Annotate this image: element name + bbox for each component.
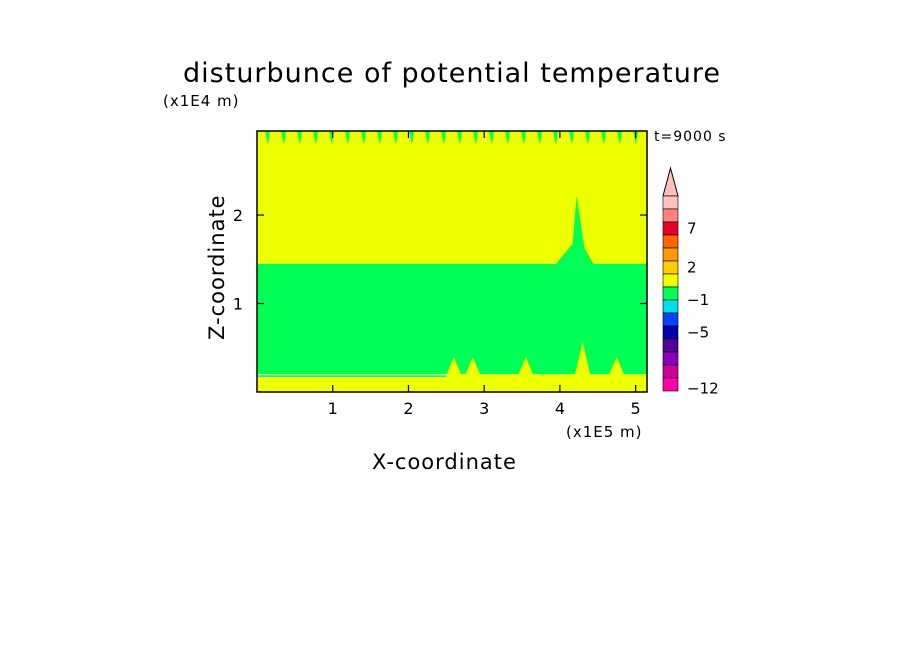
wave-streak xyxy=(617,131,622,145)
wave-streak xyxy=(265,131,270,145)
wave-streak xyxy=(377,131,382,145)
colorbar-arrow xyxy=(662,166,679,197)
wave-streak xyxy=(313,131,318,145)
colorbar-label: −12 xyxy=(687,379,719,397)
plot-axes: 1 2 3 4 5 1 2 xyxy=(233,130,648,418)
x-axis-label: X-coordinate xyxy=(372,450,517,474)
wave-streak xyxy=(521,131,526,145)
y-axis-unit: (x1E4 m) xyxy=(163,92,240,110)
colorbar-swatch xyxy=(662,364,679,379)
colorbar-label: −1 xyxy=(687,291,709,309)
surface-bump xyxy=(464,357,481,376)
wave-streak xyxy=(473,131,478,145)
chart-title: disturbunce of potential temperature xyxy=(183,58,721,89)
region-middle-layer xyxy=(257,263,647,375)
wave-streak xyxy=(585,131,590,145)
wave-streak xyxy=(345,131,350,145)
colorbar-swatch xyxy=(662,286,679,301)
colorbar-label: −5 xyxy=(687,324,709,342)
wave-streak xyxy=(297,131,302,145)
region-upper-layer xyxy=(257,131,647,264)
surface-bump xyxy=(574,342,591,376)
colorbar-swatch xyxy=(662,260,679,275)
wave-streak xyxy=(537,131,542,145)
plot-frame xyxy=(256,130,648,393)
wave-streak xyxy=(361,131,366,145)
colorbar-swatch xyxy=(662,351,679,366)
wave-streak xyxy=(601,131,606,145)
surface-bump xyxy=(445,357,462,376)
x-tick-label: 2 xyxy=(403,399,413,418)
wave-streak xyxy=(409,131,414,145)
colorbar-swatch xyxy=(662,195,679,210)
colorbar-swatch xyxy=(662,299,679,314)
colorbar-swatch xyxy=(662,247,679,262)
x-axis-unit: (x1E5 m) xyxy=(566,423,643,441)
wave-streak xyxy=(393,131,398,145)
wave-streak xyxy=(569,131,574,145)
y-tick-label: 1 xyxy=(233,295,243,314)
colorbar-swatch xyxy=(662,273,679,288)
colorbar-swatch xyxy=(662,208,679,223)
wave-streak xyxy=(489,131,494,145)
x-tick-label: 4 xyxy=(555,399,565,418)
colorbar-swatch xyxy=(662,312,679,327)
colorbar-label: 7 xyxy=(687,220,697,238)
wave-streak xyxy=(505,131,510,145)
colorbar-swatch xyxy=(662,234,679,249)
x-tick-label: 1 xyxy=(328,399,338,418)
colorbar-swatch xyxy=(662,377,679,392)
wave-streak xyxy=(281,131,286,145)
x-tick-label: 5 xyxy=(631,399,641,418)
contour-field xyxy=(257,131,647,392)
region-plume xyxy=(554,195,595,266)
colorbar: 7 2 −1 −5 −12 xyxy=(662,166,719,397)
wave-streak xyxy=(425,131,430,145)
colorbar-swatch xyxy=(662,221,679,236)
colorbar-swatch xyxy=(662,338,679,353)
wave-streak xyxy=(553,131,558,145)
x-tick-label: 3 xyxy=(479,399,489,418)
surface-bump xyxy=(608,357,625,376)
y-tick-label: 2 xyxy=(233,206,243,225)
region-near-surface-layer xyxy=(257,374,647,392)
wave-streak xyxy=(441,131,446,145)
time-annotation: t=9000 s xyxy=(654,129,727,145)
colorbar-label: 2 xyxy=(687,259,697,277)
surface-bump xyxy=(517,357,534,376)
wave-streak xyxy=(457,131,462,145)
colorbar-swatch xyxy=(662,325,679,340)
